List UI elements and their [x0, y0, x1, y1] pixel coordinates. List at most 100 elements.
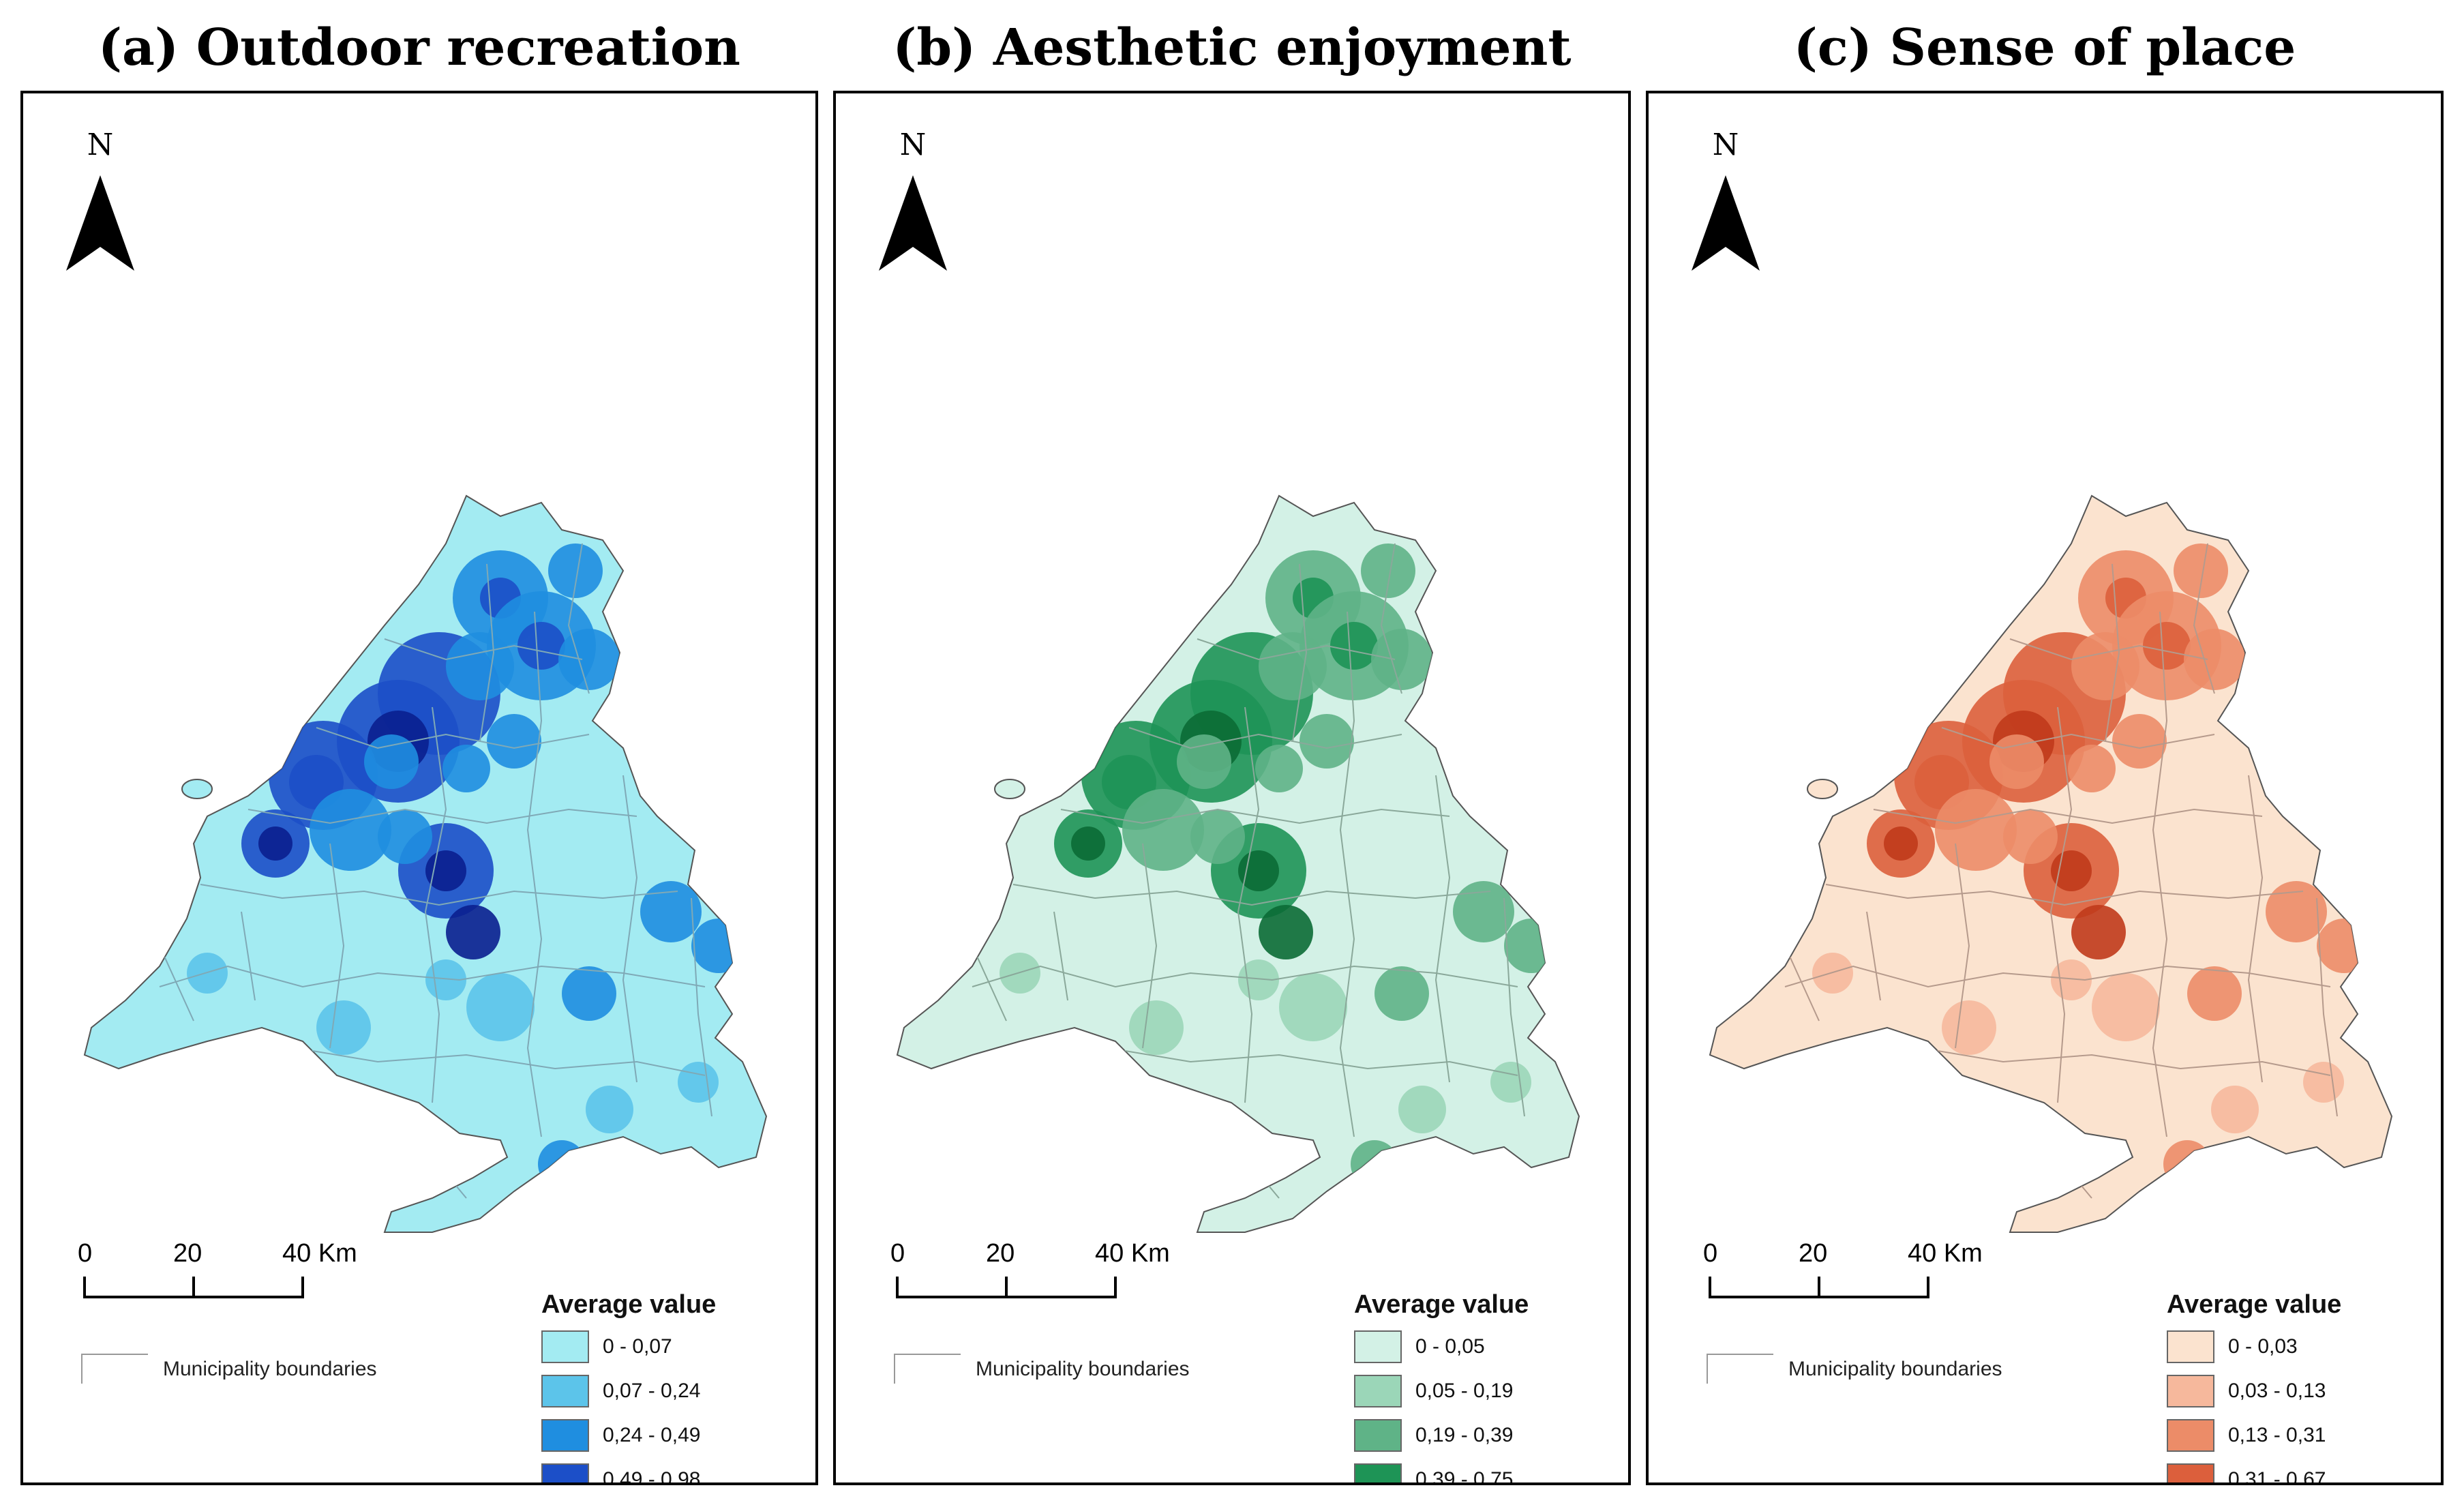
legend-class-label: 0,24 - 0,49 [603, 1424, 701, 1446]
value-hotspot [1259, 905, 1313, 959]
legend-class-label: 0,31 - 0,67 [2228, 1468, 2326, 1485]
municipality-boundary [622, 775, 638, 1083]
municipality-boundary [295, 1047, 706, 1076]
value-hotspot [425, 850, 466, 891]
value-hotspot [2163, 1140, 2211, 1188]
legend-row: 0,19 - 0,39 [1354, 1416, 1599, 1460]
scale-bar: 0 20 40 Km [78, 1239, 364, 1314]
value-hotspot [1989, 734, 2044, 789]
value-hotspot [442, 745, 490, 792]
value-hotspot [1351, 1140, 1398, 1188]
region-map [896, 494, 1580, 1233]
legend-class-label: 0,39 - 0,75 [1415, 1468, 1514, 1485]
north-arrow: N [63, 128, 138, 278]
boundaries-label: Municipality boundaries [976, 1358, 1190, 1380]
scale-tick-20: 20 [1799, 1239, 1828, 1268]
municipality-boundary [1292, 563, 1308, 742]
municipality-boundary [1380, 543, 1402, 694]
municipality-boundary [1142, 843, 1158, 1049]
municipality-boundary [2247, 775, 2264, 1083]
legend-row: 0,24 - 0,49 [541, 1416, 787, 1460]
municipality-boundary [1921, 1047, 2331, 1076]
north-label: N [87, 128, 114, 162]
value-hotspot [258, 826, 292, 861]
legend-class-label: 0,13 - 0,31 [2228, 1424, 2326, 1446]
legend-title: Average value [541, 1290, 717, 1319]
municipality-boundary [1339, 611, 1355, 1137]
boundaries-label: Municipality boundaries [163, 1358, 377, 1380]
legend-title: Average value [2167, 1290, 2342, 1319]
boundary-swatch [894, 1354, 961, 1384]
north-arrow: N [875, 128, 950, 278]
municipality-boundary [424, 706, 447, 1103]
scale-tick-20: 20 [173, 1239, 202, 1268]
municipality-boundary [1012, 884, 1491, 906]
value-hotspot [2112, 714, 2167, 769]
municipality-boundary [159, 965, 706, 988]
legend-row: 0,39 - 0,75 [1354, 1460, 1599, 1485]
legend-swatch [541, 1463, 589, 1482]
municipality-boundary [567, 543, 590, 694]
legend-class-label: 0,49 - 0,98 [603, 1468, 701, 1485]
value-hotspot [446, 632, 514, 700]
value-hotspot [378, 809, 432, 864]
municipality-boundary [1237, 706, 1260, 1103]
value-hotspot [691, 919, 746, 973]
municipality-boundary [2152, 611, 2168, 1137]
value-hotspot [548, 543, 603, 598]
value-hotspot [2187, 966, 2242, 1021]
value-hotspot [1371, 629, 1432, 690]
municipality-boundary [479, 563, 495, 742]
value-hotspot [1259, 632, 1327, 700]
value-hotspot [1935, 789, 2017, 871]
panel-title-a: (a) Outdoor recreation [98, 18, 740, 77]
municipality-boundary [1825, 884, 2304, 906]
legend-row: 0,05 - 0,19 [1354, 1371, 1599, 1416]
value-hotspot [1453, 881, 1514, 942]
north-arrow: N [1688, 128, 1763, 278]
municipality-boundary [2009, 638, 2208, 661]
exclave-shape [1807, 779, 1838, 799]
municipality-boundary [691, 897, 712, 1117]
municipality-boundary [1784, 965, 2331, 988]
legend-class-label: 0,03 - 0,13 [2228, 1380, 2326, 1402]
scale-bar: 0 20 40 Km [890, 1239, 1177, 1314]
north-arrow-icon [879, 175, 947, 271]
value-hotspot [1504, 919, 1559, 973]
value-hotspot [2184, 629, 2245, 690]
value-hotspot [2071, 632, 2139, 700]
legend-swatch [2167, 1375, 2214, 1407]
value-hotspot [316, 1000, 371, 1055]
municipality-boundary [1108, 1047, 1518, 1076]
value-hotspot [640, 881, 702, 942]
scale-tick-40: 40 Km [282, 1239, 357, 1268]
value-hotspot [364, 734, 419, 789]
municipality-boundary [1197, 638, 1396, 661]
panel-title-c: (c) Sense of place [1793, 18, 2296, 77]
scale-tick-0: 0 [1703, 1239, 1718, 1268]
value-hotspot [562, 966, 616, 1021]
value-hotspot [2266, 881, 2327, 942]
municipality-boundary [972, 945, 1007, 1022]
municipality-boundary [1866, 911, 1881, 1001]
legend-class-label: 0,19 - 0,39 [1415, 1424, 1514, 1446]
legend-row: 0 - 0,03 [2167, 1327, 2412, 1371]
boundary-swatch [81, 1354, 148, 1384]
value-hotspot [2211, 1086, 2259, 1133]
legend-swatch [1354, 1463, 1402, 1482]
value-hotspot [1884, 826, 1918, 861]
municipality-boundary [159, 945, 194, 1022]
value-hotspot [1374, 966, 1429, 1021]
scale-tick-0: 0 [78, 1239, 93, 1268]
value-hotspot [1330, 622, 1378, 670]
municipality-boundary [1060, 808, 1450, 824]
value-hotspot [1361, 543, 1415, 598]
value-hotspot [2071, 905, 2126, 959]
value-hotspot [2174, 543, 2228, 598]
legend-swatch [2167, 1419, 2214, 1452]
value-legend: Average value 0 - 0,05 0,05 - 0,19 0,19 - 0… [1354, 1290, 1599, 1485]
value-hotspot [487, 714, 541, 769]
boundary-swatch [1707, 1354, 1773, 1384]
legend-title: Average value [1354, 1290, 1529, 1319]
value-hotspot [1299, 714, 1354, 769]
